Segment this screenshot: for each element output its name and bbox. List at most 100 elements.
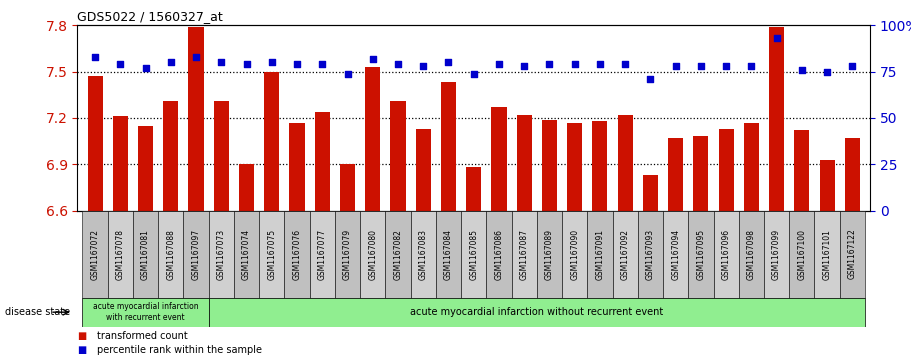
Bar [769,27,784,211]
Bar [138,126,153,211]
Bar [689,211,713,298]
Bar [512,211,537,298]
Bar [588,211,612,298]
Text: GSM1167078: GSM1167078 [116,229,125,280]
Text: GSM1167074: GSM1167074 [242,229,251,280]
Bar [814,211,840,298]
Text: disease state: disease state [5,307,69,317]
Text: transformed count: transformed count [97,331,189,341]
Point [138,65,153,71]
Text: GSM1167091: GSM1167091 [596,229,604,280]
Bar [87,76,103,211]
Bar [435,211,461,298]
Bar [789,211,814,298]
Bar [568,123,582,211]
Text: GSM1167098: GSM1167098 [747,229,756,280]
Bar [189,27,204,211]
Bar [693,136,709,211]
Bar [542,119,557,211]
Text: GSM1167090: GSM1167090 [570,229,579,280]
Point [340,71,354,77]
Bar [517,115,532,211]
Bar [461,211,486,298]
Point [568,61,582,67]
Bar [739,211,764,298]
Bar [618,115,633,211]
Point [593,61,608,67]
Bar [340,164,355,211]
Bar [844,138,860,211]
Point [240,61,254,67]
Text: GSM1167122: GSM1167122 [848,229,857,280]
Point [164,60,179,65]
Text: GSM1167100: GSM1167100 [797,229,806,280]
Bar [840,211,865,298]
Bar [214,101,229,211]
Bar [365,67,380,211]
Bar [264,72,280,211]
Point [290,61,304,67]
Text: GSM1167083: GSM1167083 [419,229,428,280]
Text: GSM1167101: GSM1167101 [823,229,832,280]
Point [794,67,809,73]
Point [845,63,860,69]
Bar [290,123,304,211]
Text: GSM1167076: GSM1167076 [292,229,302,280]
Bar [794,130,810,211]
Bar [391,101,405,211]
Bar [415,129,431,211]
Bar [113,117,128,211]
Text: GSM1167095: GSM1167095 [696,229,705,280]
Point [87,54,102,60]
Point [264,60,279,65]
Text: acute myocardial infarction
with recurrent event: acute myocardial infarction with recurre… [93,302,199,322]
Bar [466,167,481,211]
Bar [234,211,259,298]
Bar [107,211,133,298]
Bar [441,82,456,211]
Bar [491,107,507,211]
Text: GDS5022 / 1560327_at: GDS5022 / 1560327_at [77,10,223,23]
Point [416,63,431,69]
Bar [643,175,658,211]
Bar [562,211,588,298]
Text: GSM1167089: GSM1167089 [545,229,554,280]
Text: GSM1167085: GSM1167085 [469,229,478,280]
Text: GSM1167082: GSM1167082 [394,229,403,280]
Bar [133,211,159,298]
Point [517,63,531,69]
Bar [360,211,385,298]
Bar [764,211,789,298]
Bar [663,211,689,298]
Text: percentile rank within the sample: percentile rank within the sample [97,345,262,355]
Text: GSM1167097: GSM1167097 [191,229,200,280]
Bar [259,211,284,298]
Text: GSM1167077: GSM1167077 [318,229,327,280]
Text: GSM1167072: GSM1167072 [90,229,99,280]
Point [643,76,658,82]
Text: GSM1167087: GSM1167087 [519,229,528,280]
Bar [820,160,834,211]
Bar [209,298,865,327]
Bar [314,112,330,211]
Bar [209,211,234,298]
Point [744,63,759,69]
Text: GSM1167080: GSM1167080 [368,229,377,280]
Text: GSM1167086: GSM1167086 [495,229,504,280]
Text: GSM1167094: GSM1167094 [671,229,681,280]
Point [113,61,128,67]
Point [693,63,708,69]
Point [618,61,632,67]
Point [391,61,405,67]
Text: GSM1167093: GSM1167093 [646,229,655,280]
Bar [612,211,638,298]
Bar [284,211,310,298]
Text: GSM1167099: GSM1167099 [773,229,781,280]
Bar [310,211,335,298]
Text: GSM1167096: GSM1167096 [722,229,731,280]
Point [669,63,683,69]
Text: GSM1167073: GSM1167073 [217,229,226,280]
Bar [668,138,683,211]
Point [189,54,203,60]
Text: GSM1167092: GSM1167092 [620,229,630,280]
